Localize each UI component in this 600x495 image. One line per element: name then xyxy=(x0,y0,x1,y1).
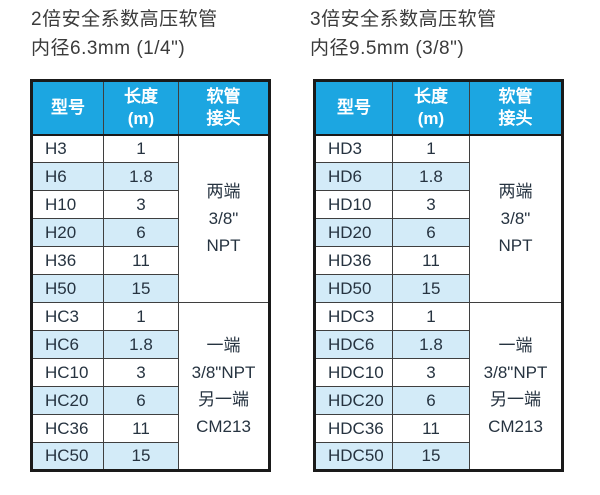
length-cell: 1 xyxy=(392,302,470,331)
length-cell: 3 xyxy=(392,190,470,219)
length-cell: 6 xyxy=(103,386,179,415)
model-cell: HDC10 xyxy=(314,358,393,387)
right-section-subtitle: 内径9.5mm (3/8") xyxy=(310,38,465,59)
model-cell: HC10 xyxy=(31,358,104,387)
model-cell: HDC20 xyxy=(314,386,393,415)
table-row: HD50 15 xyxy=(314,274,563,303)
table-row: H36 11 xyxy=(31,246,270,275)
length-cell: 11 xyxy=(392,414,470,443)
table-row: H20 6 xyxy=(31,218,270,247)
table-row: H6 1.8 xyxy=(31,162,270,191)
table-row: H3 1 两端 3/8" NPT xyxy=(31,134,270,303)
column-header-model: 型号 xyxy=(31,80,104,136)
hose-table-3x: 型号 长度 (m) 软管 接头 HD3 1 两端 3/8" NPT HD6 1.8 HD1… xyxy=(313,79,564,472)
length-cell: 11 xyxy=(392,246,470,275)
model-cell: H50 xyxy=(31,274,104,303)
model-cell: HDC36 xyxy=(314,414,393,443)
length-cell: 1.8 xyxy=(103,330,179,359)
table-row: HD20 6 xyxy=(314,218,563,247)
length-cell: 6 xyxy=(392,218,470,247)
model-cell: HD36 xyxy=(314,246,393,275)
left-section-subtitle: 内径6.3mm (1/4") xyxy=(31,38,186,59)
table-row: HDC3 1 一端 3/8"NPT 另一端 CM213 xyxy=(314,302,563,471)
table-row: HDC6 1.8 xyxy=(314,330,563,359)
connector-cell: 两端 3/8" NPT xyxy=(178,134,270,303)
length-cell: 6 xyxy=(103,218,179,247)
length-cell: 1 xyxy=(103,134,179,163)
length-cell: 15 xyxy=(392,442,470,471)
table-header-row: 型号 长度 (m) 软管 接头 xyxy=(314,80,563,136)
length-cell: 3 xyxy=(392,358,470,387)
table-row: HC6 1.8 xyxy=(31,330,270,359)
column-header-connector: 软管 接头 xyxy=(469,80,563,136)
length-cell: 1 xyxy=(103,302,179,331)
right-section-title: 3倍安全系数高压软管 xyxy=(310,9,497,30)
table-row: HC10 3 xyxy=(31,358,270,387)
model-cell: H36 xyxy=(31,246,104,275)
table-row: HD6 1.8 xyxy=(314,162,563,191)
model-cell: H3 xyxy=(31,134,104,163)
table-row: H10 3 xyxy=(31,190,270,219)
table-row: HD3 1 两端 3/8" NPT xyxy=(314,134,563,303)
hose-table-2x: 型号 长度 (m) 软管 接头 H3 1 两端 3/8" NPT H6 1.8 H10 3 H… xyxy=(30,79,271,472)
model-cell: HDC3 xyxy=(314,302,393,331)
table-row: HC3 1 一端 3/8"NPT 另一端 CM213 xyxy=(31,302,270,471)
length-cell: 15 xyxy=(103,442,179,471)
connector-cell: 一端 3/8"NPT 另一端 CM213 xyxy=(178,302,270,471)
model-cell: HD20 xyxy=(314,218,393,247)
model-cell: H10 xyxy=(31,190,104,219)
connector-cell: 两端 3/8" NPT xyxy=(469,134,563,303)
length-cell: 15 xyxy=(392,274,470,303)
connector-cell: 一端 3/8"NPT 另一端 CM213 xyxy=(469,302,563,471)
model-cell: HD10 xyxy=(314,190,393,219)
column-header-length: 长度 (m) xyxy=(103,80,179,136)
table-row: HD36 11 xyxy=(314,246,563,275)
model-cell: H20 xyxy=(31,218,104,247)
model-cell: HD50 xyxy=(314,274,393,303)
length-cell: 3 xyxy=(103,190,179,219)
column-header-model: 型号 xyxy=(314,80,393,136)
model-cell: H6 xyxy=(31,162,104,191)
length-cell: 1.8 xyxy=(103,162,179,191)
length-cell: 15 xyxy=(103,274,179,303)
length-cell: 1.8 xyxy=(392,330,470,359)
model-cell: HC36 xyxy=(31,414,104,443)
model-cell: HDC6 xyxy=(314,330,393,359)
left-section-title: 2倍安全系数高压软管 xyxy=(31,9,218,30)
length-cell: 11 xyxy=(103,414,179,443)
column-header-connector: 软管 接头 xyxy=(178,80,270,136)
model-cell: HC20 xyxy=(31,386,104,415)
model-cell: HC3 xyxy=(31,302,104,331)
model-cell: HDC50 xyxy=(314,442,393,471)
column-header-length: 长度 (m) xyxy=(392,80,470,136)
length-cell: 1 xyxy=(392,134,470,163)
table-header-row: 型号 长度 (m) 软管 接头 xyxy=(31,80,270,136)
table-row: HDC50 15 xyxy=(314,442,563,471)
length-cell: 6 xyxy=(392,386,470,415)
length-cell: 1.8 xyxy=(392,162,470,191)
model-cell: HC6 xyxy=(31,330,104,359)
model-cell: HD6 xyxy=(314,162,393,191)
length-cell: 11 xyxy=(103,246,179,275)
model-cell: HC50 xyxy=(31,442,104,471)
table-row: HDC20 6 xyxy=(314,386,563,415)
length-cell: 3 xyxy=(103,358,179,387)
table-row: HC36 11 xyxy=(31,414,270,443)
table-row: HC20 6 xyxy=(31,386,270,415)
table-row: HDC10 3 xyxy=(314,358,563,387)
table-row: HC50 15 xyxy=(31,442,270,471)
model-cell: HD3 xyxy=(314,134,393,163)
